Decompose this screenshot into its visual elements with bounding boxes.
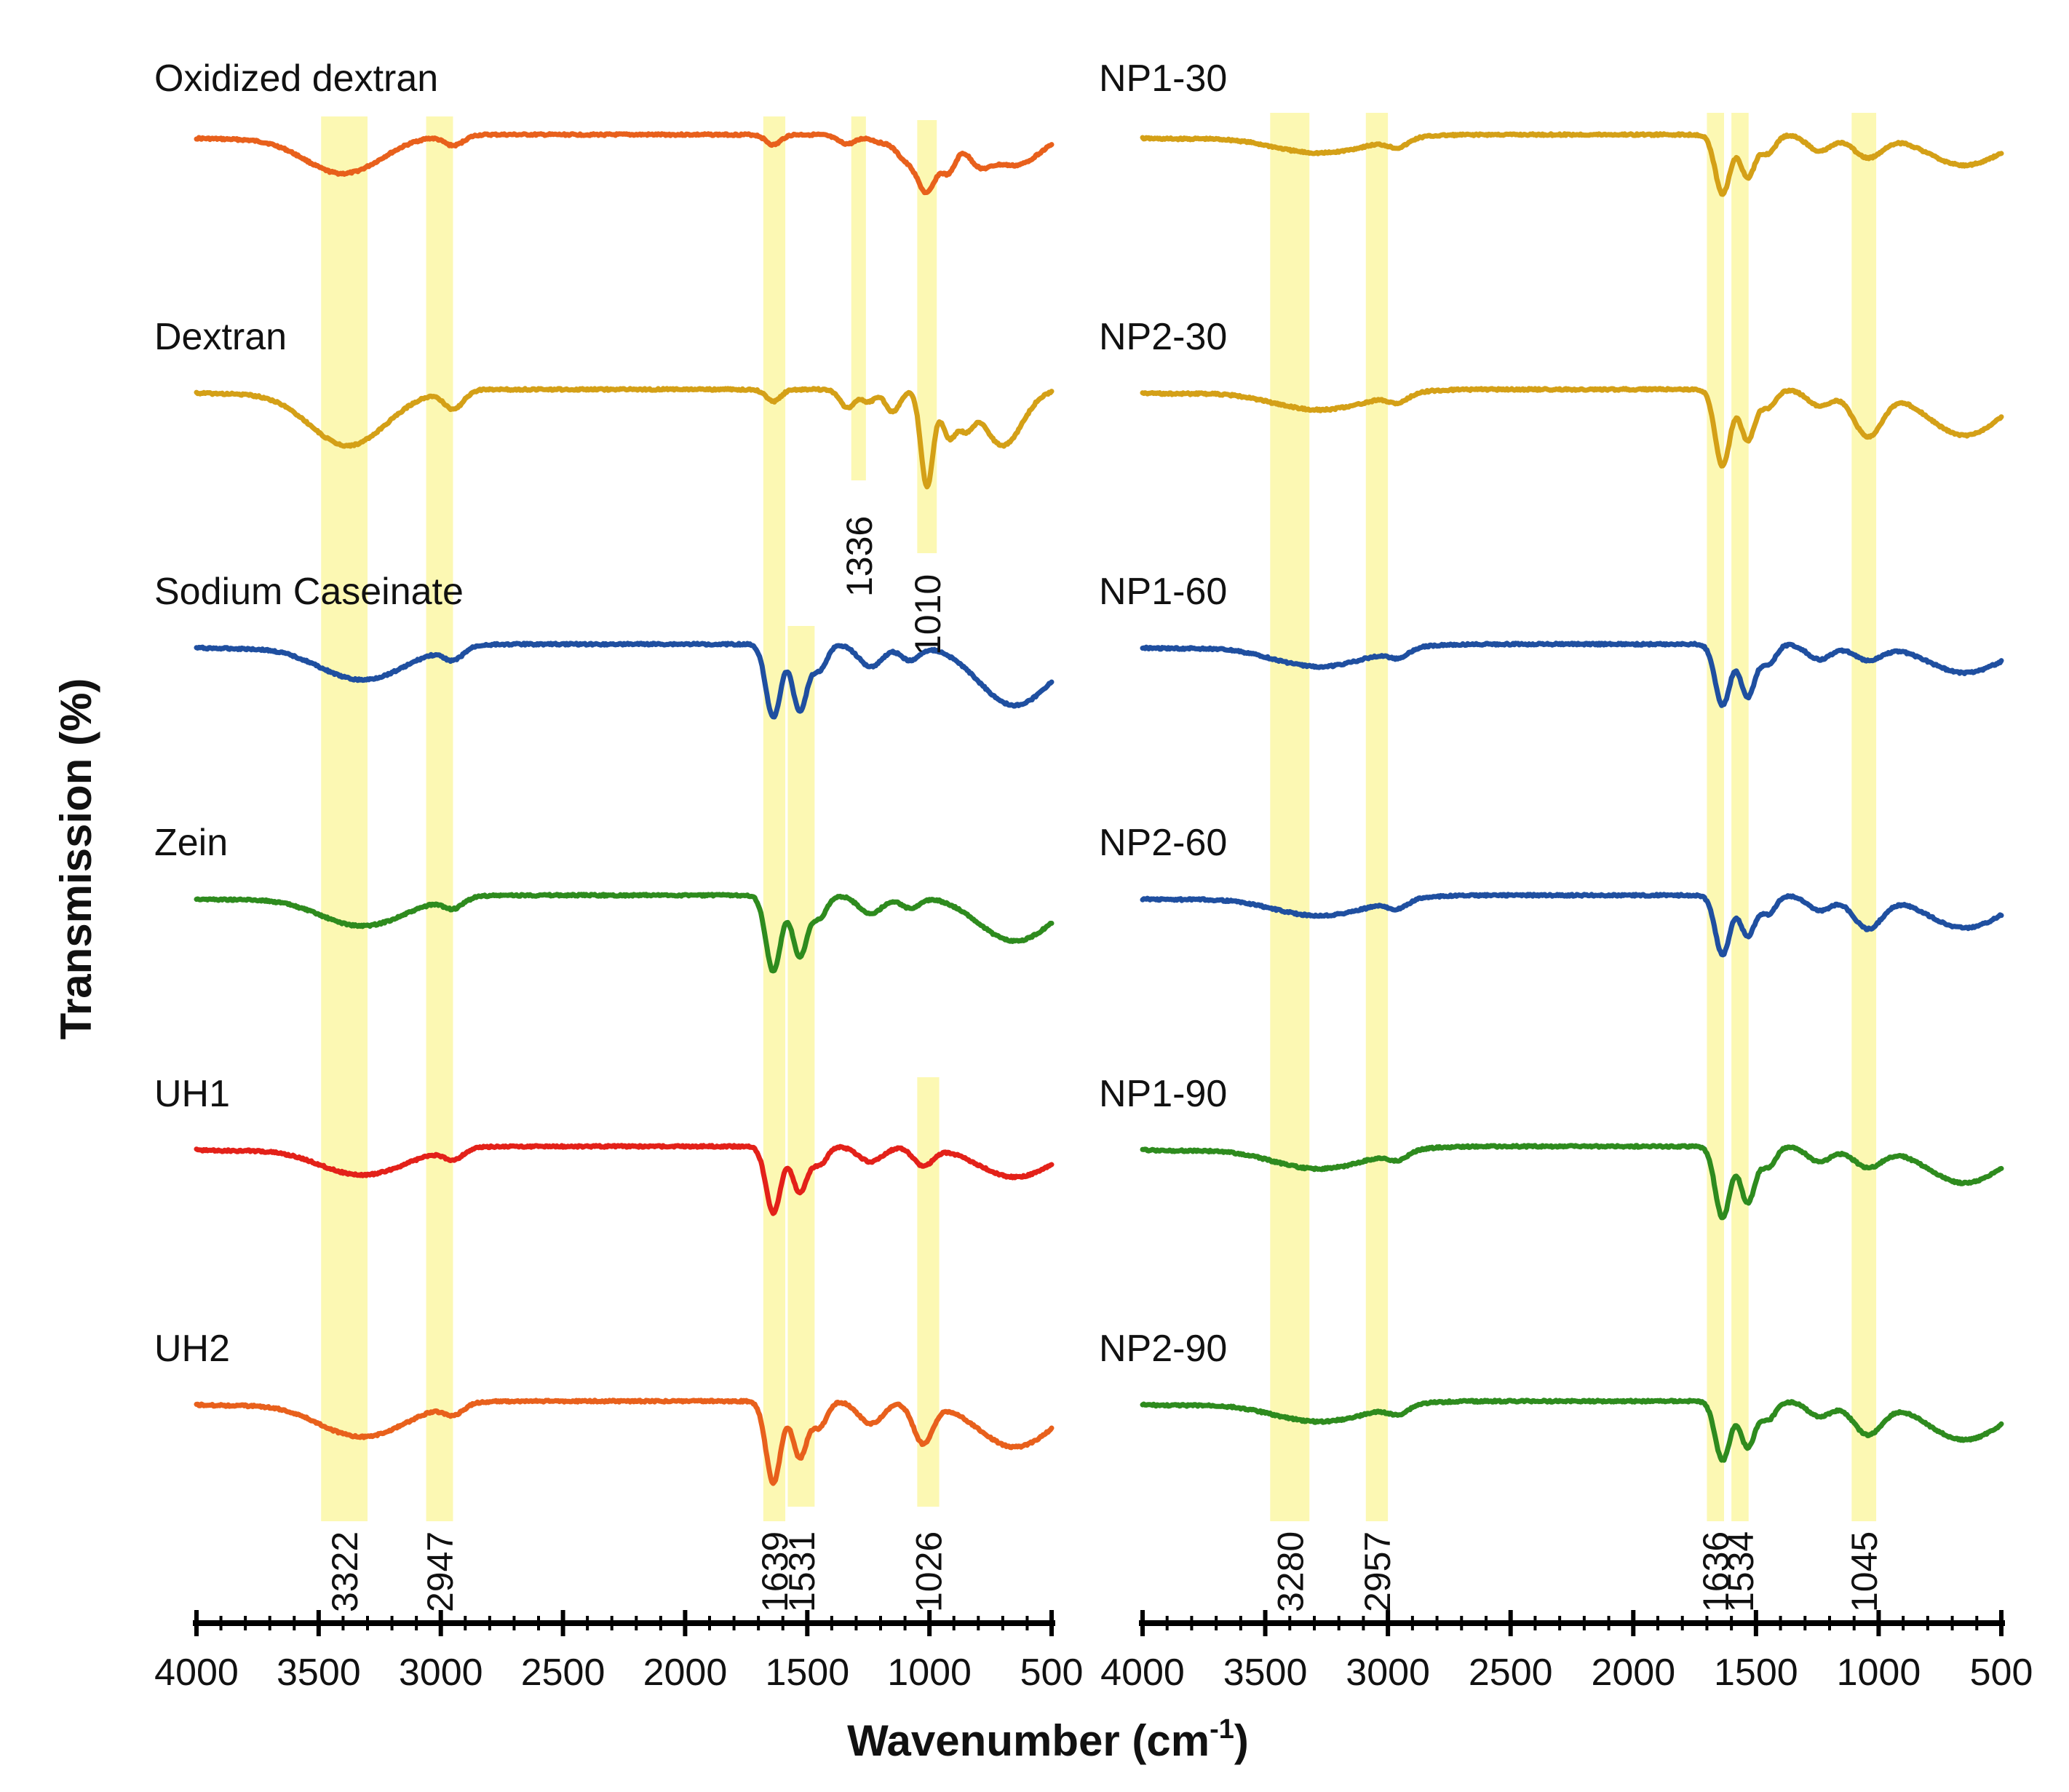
peak-label-3280: 3280 (1270, 1531, 1311, 1612)
peak-label-1534: 1534 (1720, 1531, 1761, 1612)
series-label-np2-30: NP2-30 (1099, 316, 1227, 358)
highlight-band-1531 (787, 626, 815, 1507)
tick-label-right-500: 500 (1970, 1652, 2033, 1694)
x-axis-label-end: ) (1234, 1716, 1249, 1765)
peak-label-1639: 1639 (755, 1531, 795, 1612)
spectrum-np2-60 (1140, 892, 2004, 958)
peak-label-2957: 2957 (1357, 1531, 1398, 1612)
tick-label-right-3500: 3500 (1223, 1652, 1308, 1694)
y-axis-label: Transmission (%) (52, 678, 100, 1040)
tick-label-right-2000: 2000 (1591, 1652, 1675, 1694)
tick-label-left-3000: 3000 (399, 1652, 483, 1694)
peak-label-1026: 1026 (908, 1531, 949, 1612)
peak-label-1045: 1045 (1844, 1531, 1885, 1612)
spectrum-sodium-caseinate (194, 641, 1055, 720)
series-label-dextran: Dextran (154, 316, 287, 358)
highlight-band-1639 (763, 116, 786, 1521)
series-label-np2-60: NP2-60 (1099, 822, 1227, 864)
spectrum-np1-60 (1140, 641, 2004, 708)
spectrum-oxidized-dextran (194, 131, 1055, 196)
tick-label-right-2500: 2500 (1469, 1652, 1553, 1694)
peak-label-1531: 1531 (782, 1531, 822, 1612)
spectrum-np1-90 (1140, 1143, 2004, 1221)
tick-label-left-1500: 1500 (765, 1652, 849, 1694)
series-label-uh1: UH1 (154, 1073, 230, 1115)
x-axis-label-sup: -1 (1210, 1714, 1234, 1745)
highlight-band-2957 (1365, 113, 1389, 1521)
series-label-np1-90: NP1-90 (1099, 1073, 1227, 1115)
series-label-zein: Zein (154, 822, 228, 864)
tick-label-left-3500: 3500 (277, 1652, 361, 1694)
series-label-sodium-caseinate: Sodium Caseinate (154, 571, 464, 613)
highlight-band-1636 (1707, 113, 1725, 1521)
spectrum-np2-90 (1140, 1397, 2004, 1463)
series-label-np2-90: NP2-90 (1099, 1328, 1227, 1370)
highlight-band-1534 (1731, 113, 1749, 1521)
tick-label-right-3000: 3000 (1346, 1652, 1430, 1694)
spectra-group (194, 131, 2004, 1486)
peak-label-1636: 1636 (1696, 1531, 1736, 1612)
x-axis-label: Wavenumber (cm-1) (847, 1714, 1249, 1765)
peak-label-2947: 2947 (420, 1531, 461, 1612)
spectrum-dextran (194, 386, 1055, 490)
spectrum-uh2 (194, 1397, 1055, 1486)
highlight-band-2947 (426, 116, 453, 1521)
highlight-band-3280 (1270, 113, 1310, 1521)
peak-label-1336: 1336 (839, 516, 880, 597)
tick-label-right-1000: 1000 (1837, 1652, 1921, 1694)
spectrum-np2-30 (1140, 386, 2004, 469)
spectrum-zein (194, 892, 1055, 974)
peak-label-3322: 3322 (325, 1531, 365, 1612)
series-label-uh2: UH2 (154, 1328, 230, 1370)
x-axis-label-main: Wavenumber (cm (847, 1716, 1210, 1765)
axes-group: 4000 3500 3000 2500 2000 1500 1000 500 4000 3500 3… (154, 1610, 2033, 1694)
series-label-oxidized-dextran: Oxidized dextran (154, 58, 438, 100)
spectrum-np1-30 (1140, 131, 2004, 197)
spectrum-uh1 (194, 1143, 1055, 1216)
highlight-bands (321, 113, 1877, 1521)
series-label-np1-60: NP1-60 (1099, 571, 1227, 613)
peak-label-1010: 1010 (908, 574, 948, 655)
highlight-band-1045 (1851, 113, 1877, 1521)
highlight-band-3322 (321, 116, 368, 1521)
tick-label-right-4000: 4000 (1100, 1652, 1185, 1694)
highlight-band-1336 (851, 116, 866, 480)
tick-label-left-2500: 2500 (521, 1652, 605, 1694)
tick-label-left-4000: 4000 (154, 1652, 239, 1694)
series-label-np1-30: NP1-30 (1099, 58, 1227, 100)
tick-label-left-1000: 1000 (887, 1652, 972, 1694)
tick-label-left-2000: 2000 (643, 1652, 728, 1694)
tick-label-left-500: 500 (1020, 1652, 1084, 1694)
tick-label-right-1500: 1500 (1714, 1652, 1798, 1694)
